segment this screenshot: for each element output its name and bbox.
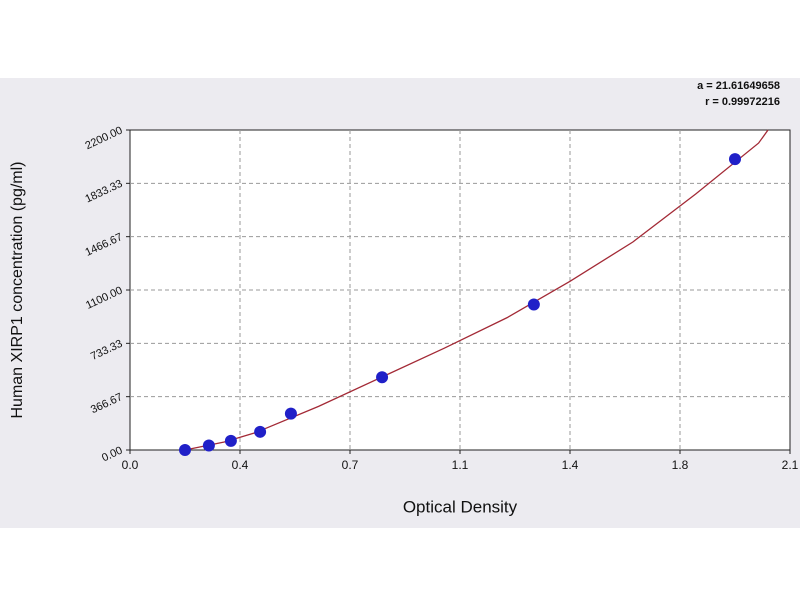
x-tick-label: 1.1: [452, 458, 469, 472]
x-tick-label: 0.4: [232, 458, 249, 472]
data-point: [224, 434, 237, 447]
data-point: [202, 439, 215, 452]
annotation: a = 21.61649658: [697, 80, 780, 92]
x-axis-label: Optical Density: [403, 497, 518, 516]
annotation: r = 0.99972216: [705, 96, 780, 108]
x-tick-label: 1.4: [562, 458, 579, 472]
x-tick-label: 0.7: [342, 458, 359, 472]
x-tick-label: 2.1: [782, 458, 799, 472]
data-point: [284, 407, 297, 420]
y-axis-label: Human XIRP1 concentration (pg/ml): [9, 162, 26, 419]
data-point: [254, 425, 267, 438]
data-point: [376, 371, 389, 384]
fit-curve: [184, 129, 769, 451]
data-point: [527, 298, 540, 311]
data-point: [729, 153, 741, 166]
x-tick-label: 0.0: [122, 458, 139, 472]
x-tick-label: 1.8: [672, 458, 689, 472]
data-point: [179, 444, 191, 456]
